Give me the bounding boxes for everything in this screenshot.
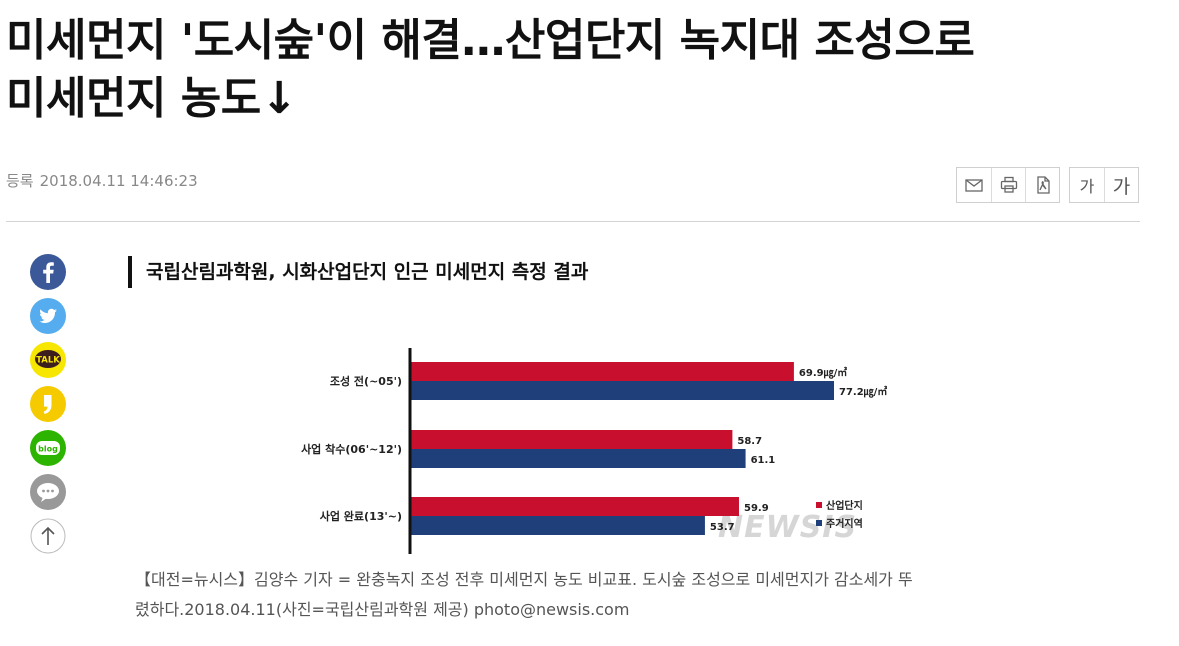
article-toolbar: 가 가 bbox=[956, 167, 1139, 203]
print-button[interactable] bbox=[991, 168, 1025, 202]
kakaostory-icon bbox=[30, 386, 66, 422]
pdf-button[interactable] bbox=[1025, 168, 1059, 202]
font-smaller-button[interactable]: 가 bbox=[1070, 168, 1104, 202]
bar-주거지역-0 bbox=[410, 381, 834, 400]
pm-bar-chart: NEWSIS 69.9㎍/㎥ 77.2㎍/㎥ 조성 전(~05') 58.7 61.1 사업… bbox=[301, 348, 887, 554]
data-label-주거지역-1: 61.1 bbox=[751, 455, 776, 466]
newsis-watermark: NEWSIS bbox=[718, 510, 857, 545]
comment-button[interactable] bbox=[30, 474, 66, 510]
kakaotalk-label: TALK bbox=[36, 356, 60, 366]
legend-label-산업단지: 산업단지 bbox=[826, 499, 863, 512]
naver-blog-label: blog bbox=[38, 445, 58, 454]
data-label-주거지역-2: 53.7 bbox=[710, 522, 735, 533]
twitter-icon bbox=[30, 298, 66, 334]
print-icon bbox=[1000, 176, 1017, 193]
category-label-2: 사업 완료(13'~) bbox=[320, 509, 402, 523]
photo-caption: 【대전=뉴시스】김양수 기자 = 완충녹지 조성 전후 미세먼지 농도 비교표.… bbox=[135, 565, 1055, 625]
bar-산업단지-2 bbox=[410, 497, 739, 516]
data-label-산업단지-0: 69.9㎍/㎥ bbox=[799, 366, 847, 379]
header-divider bbox=[6, 221, 1140, 222]
article-meta: 등록 2018.04.11 14:46:23 bbox=[6, 170, 204, 191]
legend-label-주거지역: 주거지역 bbox=[826, 517, 863, 530]
comment-icon bbox=[30, 474, 66, 510]
twitter-share-button[interactable] bbox=[30, 298, 66, 334]
pdf-icon bbox=[1036, 176, 1050, 194]
data-label-주거지역-0: 77.2㎍/㎥ bbox=[839, 385, 887, 398]
bar-주거지역-1 bbox=[410, 449, 746, 468]
email-button[interactable] bbox=[957, 168, 991, 202]
article-figure: NEWSIS 69.9㎍/㎥ 77.2㎍/㎥ 조성 전(~05') 58.7 61.1 사업… bbox=[128, 252, 928, 562]
figure-title: 국립산림과학원, 시화산업단지 인근 미세먼지 측정 결과 bbox=[128, 256, 588, 288]
kakaostory-share-button[interactable] bbox=[30, 386, 66, 422]
facebook-icon bbox=[30, 254, 66, 290]
category-label-1: 사업 착수(06'~12') bbox=[301, 442, 402, 456]
font-size-tools: 가 가 bbox=[1069, 167, 1139, 203]
share-sidebar: TALK blog bbox=[30, 254, 68, 562]
naver-blog-share-button[interactable]: blog bbox=[30, 430, 66, 466]
date-value: 2018.04.11 14:46:23 bbox=[39, 172, 198, 190]
caption-line-1: 【대전=뉴시스】김양수 기자 = 완충녹지 조성 전후 미세먼지 농도 비교표.… bbox=[135, 570, 913, 589]
date-label: 등록 bbox=[6, 172, 34, 190]
headline-line-1: 미세먼지 '도시숲'이 해결…산업단지 녹지대 조성으로 bbox=[6, 15, 975, 66]
caption-line-2: 렸하다.2018.04.11(사진=국립산림과학원 제공) photo@news… bbox=[135, 600, 630, 619]
share-tools bbox=[956, 167, 1060, 203]
font-larger-button[interactable]: 가 bbox=[1104, 168, 1138, 202]
naver-blog-icon: blog bbox=[30, 430, 66, 466]
bar-산업단지-1 bbox=[410, 430, 733, 449]
headline-line-2: 미세먼지 농도↓ bbox=[6, 73, 298, 124]
legend-swatch-산업단지 bbox=[816, 502, 822, 508]
scroll-top-button[interactable] bbox=[30, 518, 66, 554]
data-label-산업단지-2: 59.9 bbox=[744, 503, 769, 514]
arrow-up-icon bbox=[30, 518, 66, 554]
category-label-0: 조성 전(~05') bbox=[330, 374, 402, 388]
legend-swatch-주거지역 bbox=[816, 520, 822, 526]
kakaotalk-icon: TALK bbox=[30, 342, 66, 378]
kakaotalk-share-button[interactable]: TALK bbox=[30, 342, 66, 378]
facebook-share-button[interactable] bbox=[30, 254, 66, 290]
bar-주거지역-2 bbox=[410, 516, 705, 535]
mail-icon bbox=[965, 179, 983, 192]
bar-산업단지-0 bbox=[410, 362, 794, 381]
article-headline: 미세먼지 '도시숲'이 해결…산업단지 녹지대 조성으로 미세먼지 농도↓ bbox=[6, 12, 1156, 128]
data-label-산업단지-1: 58.7 bbox=[737, 436, 762, 447]
